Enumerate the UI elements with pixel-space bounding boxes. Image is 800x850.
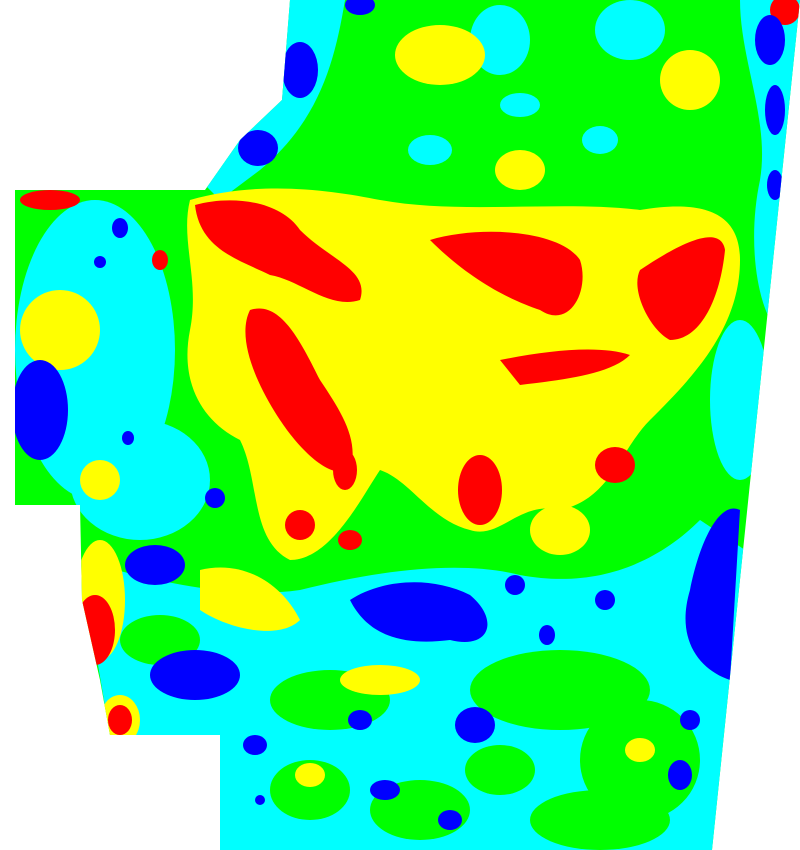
red-zones (20, 0, 800, 735)
blue-zones (15, 0, 785, 830)
